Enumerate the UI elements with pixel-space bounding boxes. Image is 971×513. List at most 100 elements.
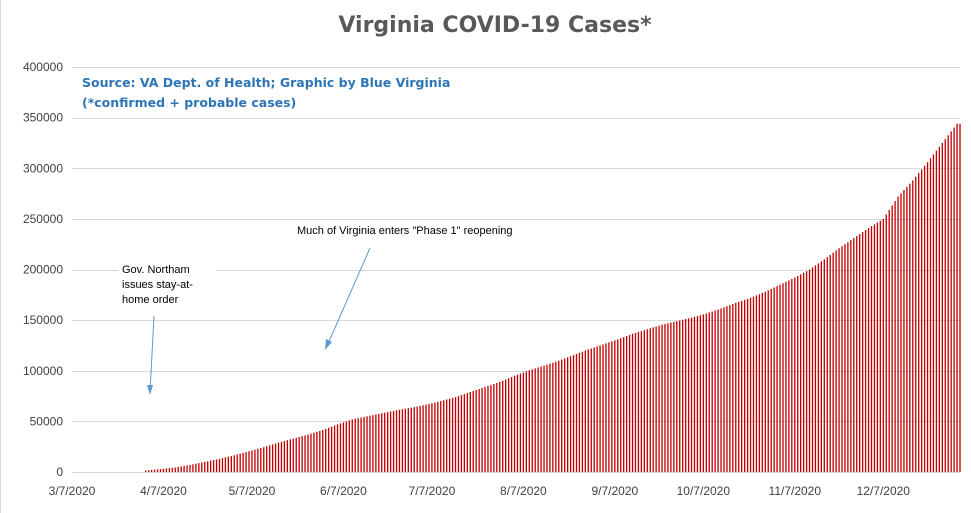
bar xyxy=(646,329,648,472)
bar xyxy=(472,391,474,472)
bar xyxy=(330,426,333,472)
bar xyxy=(829,254,831,472)
bar xyxy=(283,441,286,472)
bar xyxy=(726,306,728,472)
annotation-stay-at-home-arrowhead xyxy=(147,385,153,395)
bar xyxy=(770,288,772,472)
bar xyxy=(301,436,303,472)
bar xyxy=(410,407,412,472)
bar xyxy=(891,205,893,472)
bar xyxy=(873,224,876,472)
bar xyxy=(360,417,362,472)
annotation-phase-1-text: Much of Virginia enters "Phase 1" reopen… xyxy=(297,225,513,237)
bar xyxy=(513,375,516,472)
bar xyxy=(369,415,371,472)
annotation-stay-at-home-line-1: Gov. Northam xyxy=(122,264,190,276)
bar xyxy=(882,218,884,472)
bar xyxy=(814,265,817,472)
x-tick-label: 11/7/2020 xyxy=(769,484,822,498)
bar xyxy=(490,384,492,472)
bar xyxy=(805,271,808,472)
bar xyxy=(319,430,321,472)
bar xyxy=(384,412,386,472)
bar xyxy=(224,457,227,472)
y-axis: 0 50000 100000 150000 200000 250000 300000 3500… xyxy=(23,60,63,479)
bar xyxy=(375,414,377,472)
bar xyxy=(354,418,356,472)
bar xyxy=(755,295,758,472)
bar xyxy=(575,353,578,472)
bar xyxy=(923,165,926,472)
bar xyxy=(156,469,159,472)
bar xyxy=(153,469,156,472)
bar xyxy=(864,230,867,472)
x-tick-label: 7/7/2020 xyxy=(409,484,456,498)
bar xyxy=(797,275,799,472)
bar xyxy=(906,186,908,472)
annotation-stay-at-home-line-2: issues stay-at- xyxy=(122,279,193,291)
bar xyxy=(348,420,350,472)
bar xyxy=(844,244,846,472)
bar xyxy=(634,332,637,472)
bar xyxy=(366,416,368,472)
bar xyxy=(959,123,961,472)
bar xyxy=(941,142,943,472)
bar xyxy=(690,317,693,472)
bar xyxy=(451,397,454,472)
bar xyxy=(888,209,890,472)
source-line-1: Source: VA Dept. of Health; Graphic by B… xyxy=(82,75,450,90)
bar xyxy=(667,323,669,472)
bar xyxy=(230,456,232,472)
x-tick-label: 3/7/2020 xyxy=(49,484,96,498)
bar xyxy=(876,222,879,472)
bar xyxy=(145,470,147,472)
bar xyxy=(389,411,392,472)
bar xyxy=(254,449,256,472)
y-tick-label: 300000 xyxy=(23,161,63,175)
bar xyxy=(310,433,312,472)
bar xyxy=(209,460,212,472)
y-tick-label: 50000 xyxy=(30,414,64,428)
bar xyxy=(900,193,902,473)
bar xyxy=(676,321,678,472)
bar xyxy=(357,418,359,472)
annotation-phase-1: Much of Virginia enters "Phase 1" reopen… xyxy=(294,222,534,350)
bar xyxy=(392,410,395,472)
bar xyxy=(841,246,843,472)
bar xyxy=(457,396,460,472)
bar xyxy=(292,438,294,472)
bar xyxy=(274,443,277,472)
bar xyxy=(578,352,581,472)
bar xyxy=(643,330,645,472)
x-axis: 3/7/2020 4/7/2020 5/7/2020 6/7/2020 7/7/2020… xyxy=(49,484,911,498)
bar xyxy=(431,403,433,472)
bar xyxy=(605,343,607,472)
bar xyxy=(593,347,595,472)
y-tick-label: 100000 xyxy=(23,364,63,378)
bar xyxy=(505,379,507,472)
bar xyxy=(204,461,206,472)
bar xyxy=(416,406,418,472)
bar xyxy=(920,169,923,472)
bar xyxy=(956,123,958,472)
bar xyxy=(723,307,725,472)
bar xyxy=(761,292,764,472)
bar xyxy=(826,257,828,472)
bar xyxy=(620,338,622,472)
bar xyxy=(859,234,861,472)
bar xyxy=(162,468,165,472)
bar xyxy=(499,381,501,472)
annotation-stay-at-home-line-3: home order xyxy=(122,294,179,306)
bar xyxy=(782,283,784,472)
annotation-phase-1-arrowhead xyxy=(325,339,332,350)
bar xyxy=(286,440,289,472)
bar xyxy=(664,323,666,472)
bar xyxy=(298,436,300,472)
bar xyxy=(738,301,740,472)
bar xyxy=(611,341,613,472)
bar xyxy=(342,422,345,472)
bar xyxy=(711,311,713,472)
bar xyxy=(791,279,793,472)
bar xyxy=(180,466,182,472)
bar xyxy=(938,146,941,472)
